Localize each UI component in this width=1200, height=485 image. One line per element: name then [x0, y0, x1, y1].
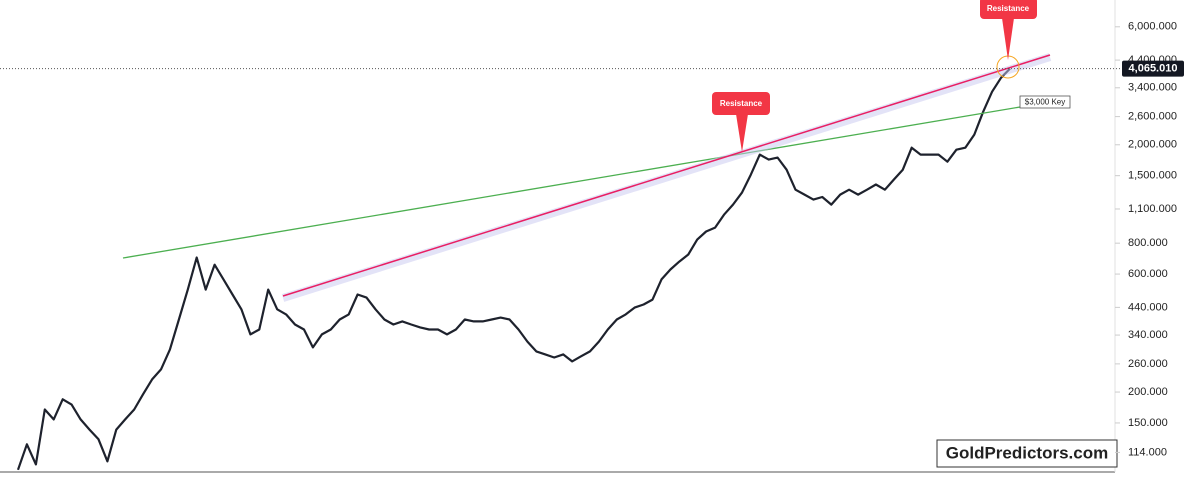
support-trendline — [122, 106, 1021, 259]
y-tick-label: 440.000 — [1128, 301, 1168, 313]
y-tick-label: 3,400.000 — [1128, 82, 1177, 94]
y-tick-label: 114.000 — [1128, 446, 1167, 458]
resistance-trendline — [282, 54, 1051, 297]
watermark: GoldPredictors.com — [946, 443, 1108, 462]
y-tick-label: 260.000 — [1128, 358, 1168, 370]
price-line — [16, 67, 1011, 471]
y-tick-label: 2,600.000 — [1128, 111, 1177, 123]
annotation: $3,000 Key — [1025, 98, 1065, 107]
annotation: Resistance — [720, 99, 763, 108]
y-tick-label: 200.000 — [1128, 386, 1168, 398]
y-tick-label: 1,500.000 — [1128, 170, 1177, 182]
watermark-box — [936, 439, 1118, 468]
y-tick-label: 340.000 — [1128, 329, 1168, 341]
annotation-box — [1019, 95, 1071, 109]
y-tick-label: 1,100.000 — [1128, 203, 1177, 215]
y-tick-label: 2,000.000 — [1128, 139, 1177, 151]
resistance-marker: Resistance — [980, 0, 1037, 60]
y-tick-label: 6,000.000 — [1128, 21, 1177, 33]
last-price-box — [1122, 60, 1184, 77]
y-tick-label: 800.000 — [1128, 237, 1168, 249]
last-price-label: 4,065.010 — [1129, 63, 1178, 75]
y-tick-label: 150.000 — [1128, 417, 1168, 429]
annotation: Resistance — [987, 4, 1030, 13]
y-tick-label: 600.000 — [1128, 268, 1168, 280]
trend-channel — [281, 53, 1052, 302]
resistance-marker: Resistance — [712, 92, 770, 152]
